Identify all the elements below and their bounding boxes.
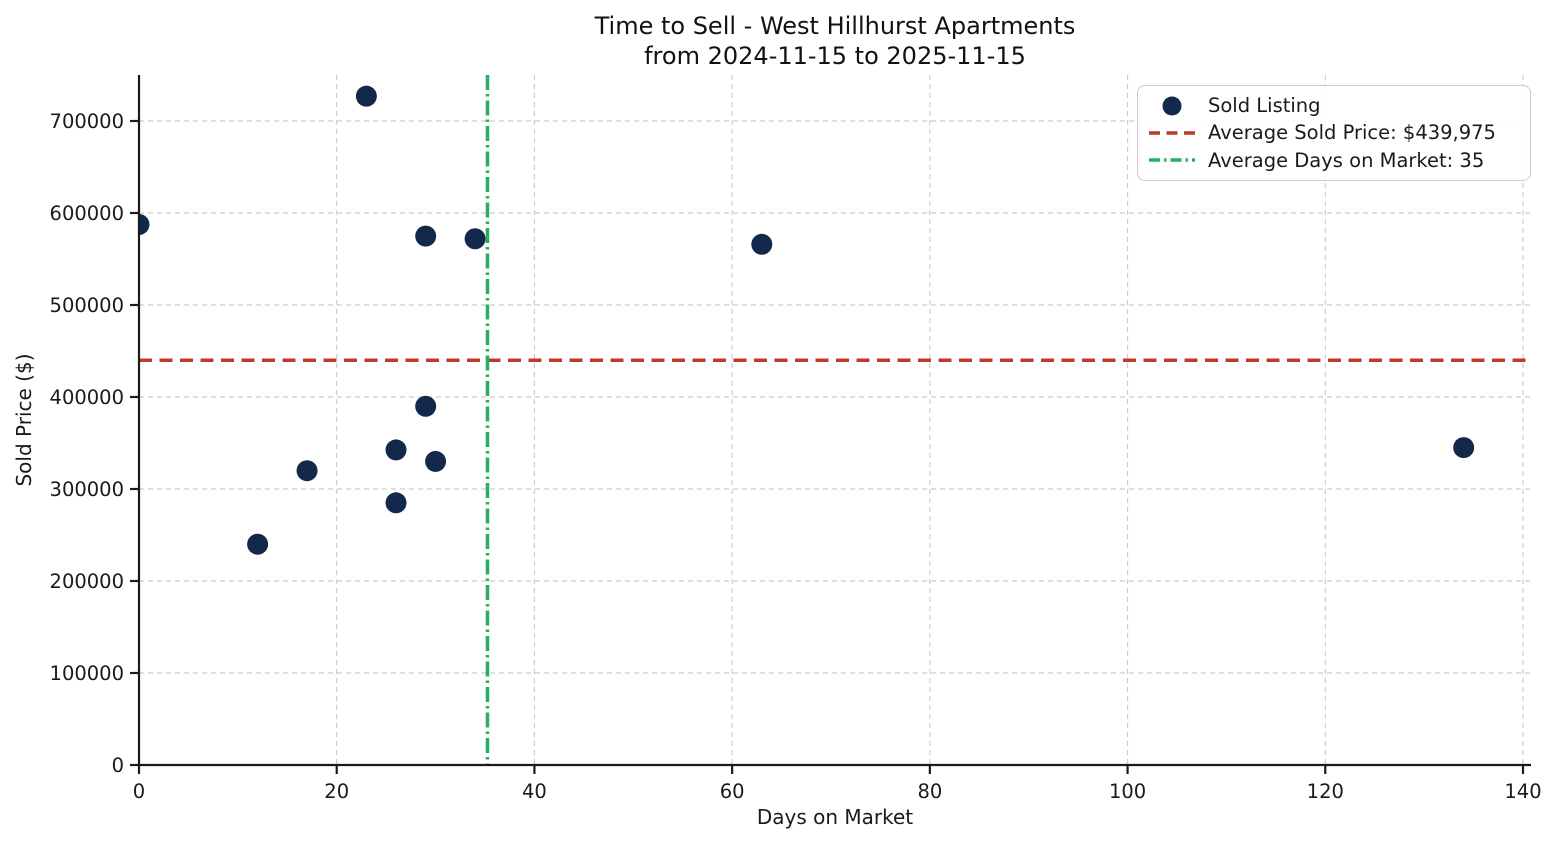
sold-listing-dot-icon <box>1148 96 1196 116</box>
dashdot-line-icon <box>1148 150 1196 170</box>
legend-label: Average Days on Market: 35 <box>1208 148 1485 172</box>
scatter-point <box>464 228 486 250</box>
scatter-point <box>139 214 150 235</box>
plot-area <box>139 75 1531 765</box>
scatter-point <box>247 533 269 555</box>
scatter-point <box>296 460 318 482</box>
y-tick-label: 100000 <box>50 662 124 685</box>
x-tick-label: 60 <box>720 780 745 803</box>
y-tick-label: 0 <box>112 754 124 777</box>
scatter-point <box>751 233 773 255</box>
y-tick-label: 400000 <box>50 386 124 409</box>
y-axis-label: Sold Price ($) <box>12 353 36 487</box>
legend: Sold Listing Average Sold Price: $439,97… <box>1137 85 1531 181</box>
scatter-point <box>415 395 437 417</box>
y-tick-label: 500000 <box>50 294 124 317</box>
scatter-point <box>1453 437 1475 459</box>
x-tick-label: 100 <box>1109 780 1146 803</box>
chart-title: Time to Sell - West Hillhurst Apartments <box>594 12 1076 40</box>
title-block: Time to Sell - West Hillhurst Apartments… <box>139 11 1531 71</box>
x-tick-label: 140 <box>1504 780 1541 803</box>
scatter-point <box>415 225 437 247</box>
scatter-point <box>425 450 447 472</box>
y-tick-label: 300000 <box>50 478 124 501</box>
scatter-point <box>385 439 407 461</box>
x-tick-label: 40 <box>522 780 547 803</box>
scatter-point <box>385 492 407 514</box>
scatter-point <box>355 85 377 107</box>
x-tick-label: 80 <box>917 780 942 803</box>
x-axis-label: Days on Market <box>756 805 914 829</box>
y-tick-label: 600000 <box>50 202 124 225</box>
x-tick-label: 0 <box>133 780 145 803</box>
legend-item-sold-listing: Sold Listing <box>1148 94 1520 117</box>
chart-subtitle: from 2024-11-15 to 2025-11-15 <box>644 42 1026 70</box>
x-tick-label: 20 <box>324 780 349 803</box>
legend-label: Sold Listing <box>1208 94 1321 118</box>
legend-label: Average Sold Price: $439,975 <box>1208 121 1496 145</box>
y-tick-label: 200000 <box>50 570 124 593</box>
y-tick-label: 700000 <box>50 110 124 133</box>
x-tick-label: 120 <box>1307 780 1344 803</box>
legend-item-average-sold-price: Average Sold Price: $439,975 <box>1148 121 1520 144</box>
dashed-line-icon <box>1148 123 1196 143</box>
legend-item-average-days-on-market: Average Days on Market: 35 <box>1148 149 1520 172</box>
